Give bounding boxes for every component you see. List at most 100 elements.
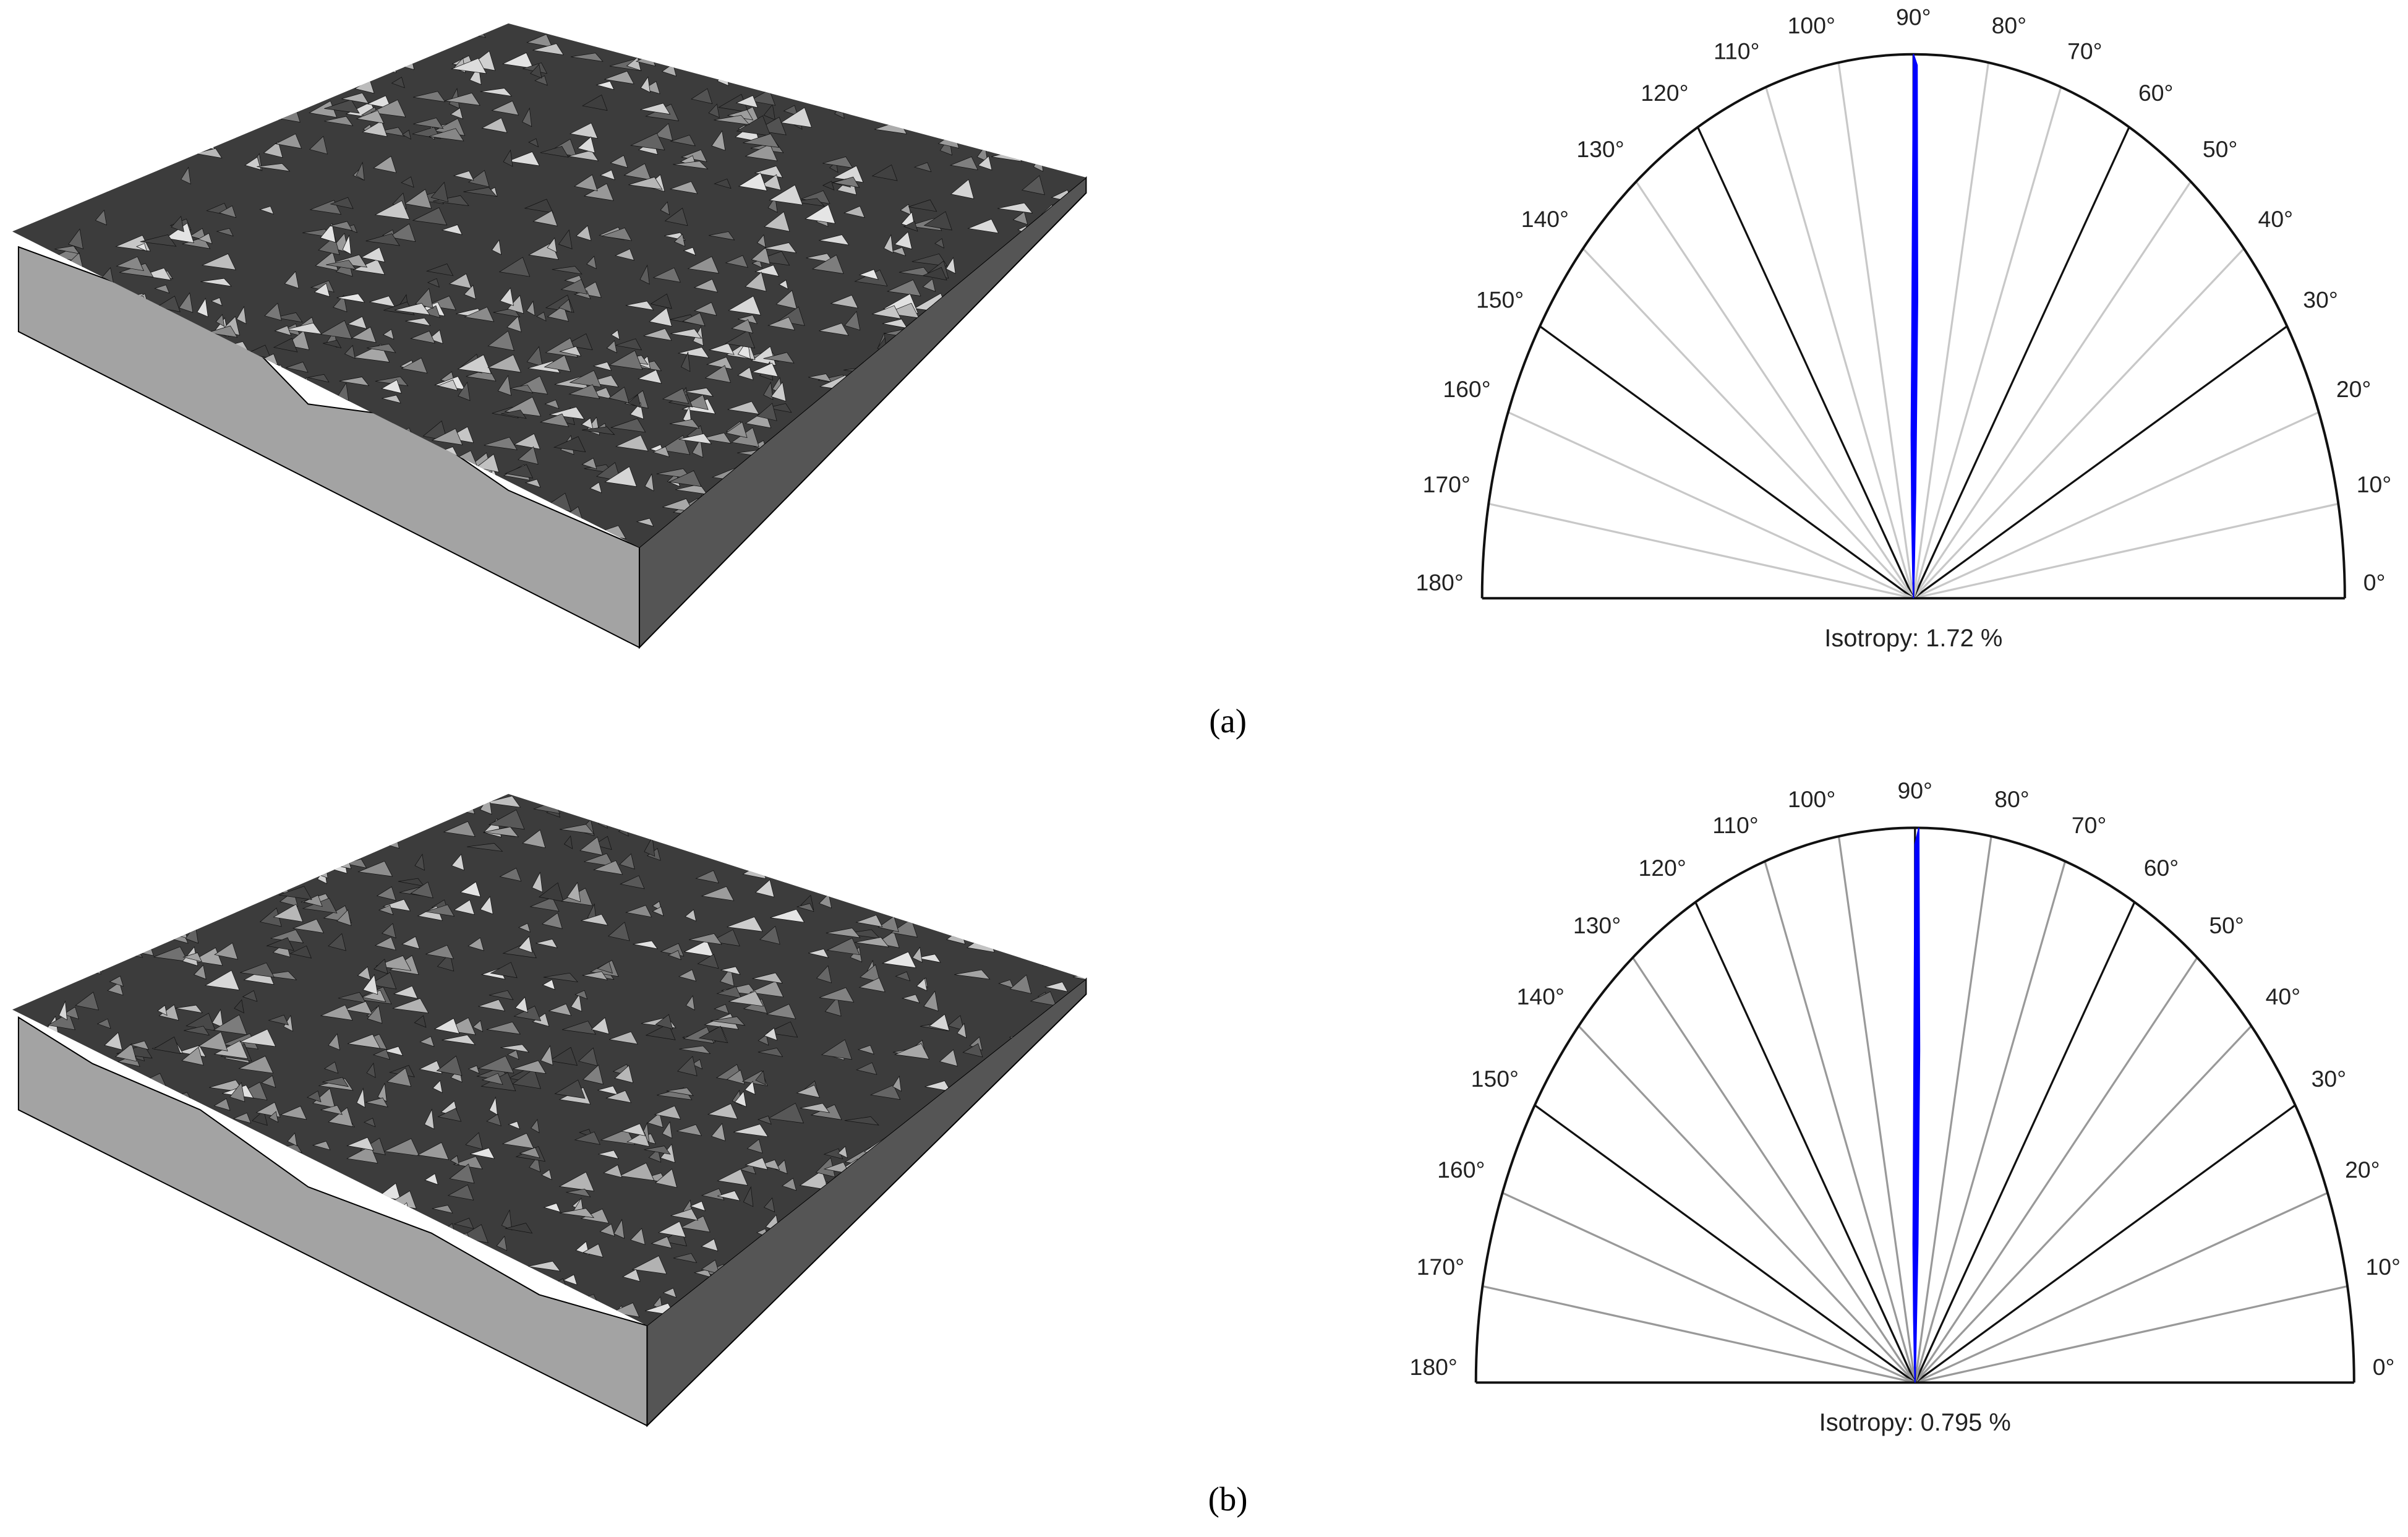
- surface-facet: [257, 163, 291, 172]
- surface-facet: [990, 1097, 1008, 1108]
- surface-facet: [587, 375, 619, 388]
- spoke: [1915, 1285, 2348, 1384]
- surface-facet: [678, 969, 697, 982]
- surface-facet: [326, 260, 356, 270]
- surface-facet: [469, 1147, 495, 1159]
- surface-facet: [883, 234, 894, 254]
- surface-facet: [197, 233, 213, 244]
- surface-facet: [597, 961, 613, 974]
- surface-facet: [751, 362, 779, 377]
- surface-facet: [844, 310, 861, 331]
- surface-facet: [1025, 1113, 1046, 1126]
- surface-facet: [892, 1075, 902, 1092]
- surface-facet: [315, 858, 328, 879]
- surface-facet: [414, 854, 425, 871]
- surface-facet: [826, 938, 860, 956]
- surface-facet: [543, 972, 579, 982]
- surface-facet: [954, 969, 991, 980]
- surface-facet: [476, 453, 500, 473]
- surface-facet: [132, 1181, 161, 1194]
- surface-facet: [17, 517, 49, 535]
- surface-facet: [997, 979, 1014, 989]
- surface-facet: [62, 901, 95, 917]
- surface-facet: [531, 871, 543, 893]
- surface-facet: [499, 867, 522, 882]
- surface-facet: [758, 1034, 769, 1046]
- surface-facet: [691, 837, 708, 854]
- surface-facet: [374, 936, 396, 951]
- polar-chart: 0° 10° 20° 30° 40° 50° 60° 70° 80° 90° 100° 110° 120…: [1410, 777, 2401, 1436]
- surface-facet: [720, 966, 741, 975]
- surface-facet: [711, 816, 746, 836]
- spoke: [1912, 126, 2130, 599]
- surface-facet: [450, 58, 487, 74]
- surface-facet: [506, 151, 540, 166]
- surface-facet: [127, 896, 161, 914]
- surface-render: [12, 794, 1087, 1428]
- surface-facet: [951, 438, 987, 448]
- surface-facet: [506, 315, 522, 333]
- surface-facet: [1046, 1099, 1056, 1120]
- surface-facet: [582, 1064, 604, 1085]
- surface-facet: [667, 950, 681, 961]
- surface-facet: [1028, 821, 1061, 836]
- surface-facet: [266, 937, 294, 951]
- surface-facet: [989, 1142, 1015, 1163]
- surface-facet: [210, 447, 228, 468]
- surface-facet: [45, 1186, 64, 1194]
- surface-facet: [614, 1065, 634, 1084]
- surface-facet: [129, 1040, 150, 1050]
- surface-facet: [43, 1212, 66, 1229]
- surface-facet: [242, 847, 273, 863]
- surface-facet: [392, 998, 429, 1014]
- surface-facet: [77, 128, 109, 149]
- surface-facet: [383, 1138, 420, 1157]
- surface-facet: [970, 1223, 985, 1242]
- surface-facet: [48, 1191, 81, 1203]
- surface-facet: [928, 1301, 943, 1320]
- surface-facet: [701, 1188, 725, 1201]
- surface-facet: [130, 1225, 160, 1236]
- surface-facet: [284, 868, 296, 884]
- surface-facet: [84, 802, 105, 820]
- surface-facet: [852, 25, 880, 35]
- surface-facet: [559, 1208, 595, 1218]
- surface-facet: [23, 899, 50, 917]
- surface-facet: [1044, 917, 1059, 927]
- surface-facet: [270, 864, 296, 875]
- surface-facet: [755, 879, 775, 897]
- angle-label: 50°: [2203, 136, 2238, 162]
- surface-facet: [284, 271, 299, 289]
- surface-facet: [955, 1255, 968, 1275]
- surface-facet: [117, 1173, 137, 1181]
- surface-facet: [808, 948, 829, 958]
- surface-facet: [654, 1105, 681, 1120]
- surface-facet: [901, 994, 920, 1004]
- surface-facet: [819, 893, 832, 909]
- surface-facet: [425, 904, 455, 917]
- surface-facet: [673, 233, 686, 247]
- surface-facet: [175, 25, 201, 39]
- surface-facet: [281, 531, 316, 546]
- surface-facet: [204, 970, 240, 991]
- surface-facet: [67, 23, 100, 30]
- surface-facet: [602, 227, 632, 241]
- surface-facet: [89, 1190, 124, 1207]
- surface-facet: [241, 58, 263, 68]
- surface-facet: [1054, 256, 1087, 274]
- surface-facet: [1076, 839, 1087, 853]
- surface-facet: [877, 915, 899, 933]
- surface-facet: [284, 836, 299, 846]
- surface-facet: [710, 1016, 746, 1026]
- surface-facet: [496, 1235, 508, 1251]
- surface-facet: [502, 52, 534, 69]
- surface-facet: [938, 1165, 951, 1183]
- surface-facet: [457, 794, 474, 806]
- surface-facet: [286, 322, 322, 335]
- surface-facet: [488, 809, 525, 830]
- surface-facet: [1035, 878, 1045, 891]
- surface-facet: [210, 297, 223, 306]
- surface-facet: [970, 1319, 1001, 1326]
- surface-facet: [808, 373, 832, 382]
- surface-facet: [858, 977, 886, 993]
